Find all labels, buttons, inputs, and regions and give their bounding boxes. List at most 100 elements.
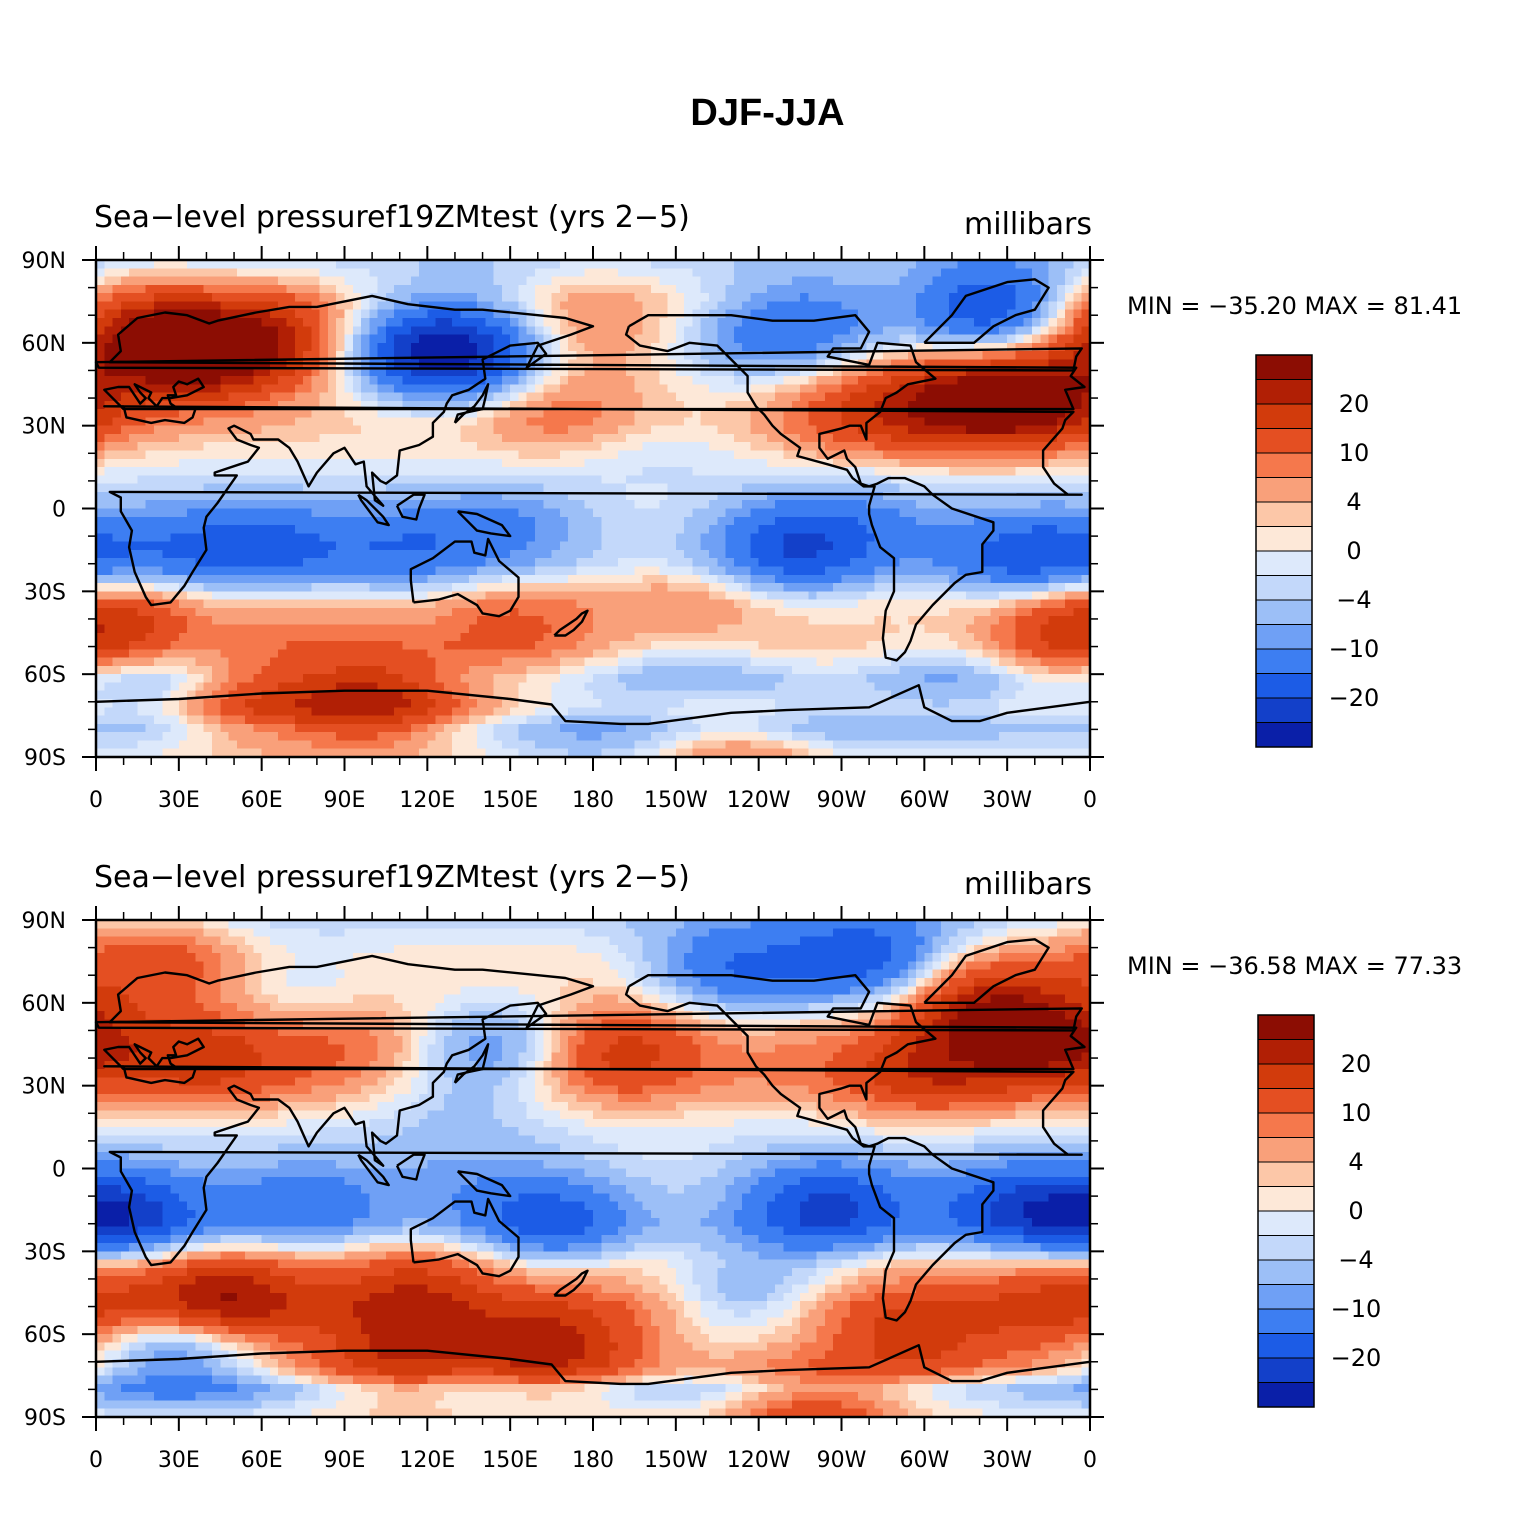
field-cell bbox=[692, 392, 702, 402]
field-cell bbox=[841, 309, 851, 319]
field-cell bbox=[899, 442, 909, 452]
field-cell bbox=[104, 260, 114, 269]
field-cell bbox=[700, 276, 710, 286]
field-cell bbox=[245, 500, 254, 510]
field-cell bbox=[609, 375, 619, 385]
field-cell bbox=[394, 409, 404, 418]
field-cell bbox=[1048, 491, 1058, 501]
field-cell bbox=[261, 467, 271, 476]
field-cell bbox=[96, 301, 105, 311]
field-cell bbox=[990, 284, 1000, 294]
field-cell bbox=[460, 541, 470, 551]
field-cell bbox=[543, 284, 553, 294]
field-cell bbox=[452, 367, 462, 377]
field-cell bbox=[377, 433, 387, 443]
field-cell bbox=[228, 566, 238, 576]
field-cell bbox=[187, 442, 196, 452]
field-cell bbox=[1073, 450, 1083, 460]
field-cell bbox=[824, 400, 834, 410]
field-cell bbox=[294, 566, 304, 576]
field-cell bbox=[568, 558, 578, 568]
field-cell bbox=[957, 574, 967, 584]
field-cell bbox=[750, 284, 760, 294]
field-cell bbox=[601, 268, 611, 278]
field-cell bbox=[286, 500, 296, 510]
field-cell bbox=[385, 525, 395, 534]
field-cell bbox=[924, 342, 934, 352]
field-cell bbox=[452, 334, 462, 344]
field-cell bbox=[783, 301, 793, 311]
field-cell bbox=[907, 400, 917, 410]
field-cell bbox=[311, 558, 321, 568]
field-cell bbox=[361, 417, 370, 427]
field-cell bbox=[112, 367, 122, 377]
field-cell bbox=[1048, 301, 1058, 311]
field-cell bbox=[617, 359, 627, 369]
field-cell bbox=[311, 516, 321, 526]
field-cell bbox=[609, 276, 619, 286]
field-cell bbox=[187, 549, 196, 559]
field-cell bbox=[1081, 433, 1091, 443]
field-cell bbox=[650, 525, 660, 534]
field-cell bbox=[684, 384, 693, 394]
field-cell bbox=[278, 483, 288, 493]
field-cell bbox=[153, 566, 163, 576]
field-cell bbox=[957, 260, 967, 269]
field-cell bbox=[435, 442, 445, 452]
field-cell bbox=[882, 525, 892, 534]
field-cell bbox=[286, 508, 296, 518]
field-cell bbox=[526, 425, 536, 435]
field-cell bbox=[485, 375, 495, 385]
field-cell bbox=[261, 301, 271, 311]
field-cell bbox=[228, 342, 238, 352]
field-cell bbox=[700, 475, 710, 485]
field-cell bbox=[1056, 326, 1066, 336]
field-cell bbox=[402, 591, 412, 601]
field-cell bbox=[535, 260, 544, 269]
field-cell bbox=[369, 566, 379, 576]
field-cell bbox=[1032, 549, 1041, 559]
field-cell bbox=[1081, 500, 1091, 510]
field-cell bbox=[907, 583, 917, 592]
field-cell bbox=[170, 475, 180, 485]
field-cell bbox=[203, 599, 213, 609]
field-cell bbox=[725, 558, 735, 568]
field-cell bbox=[245, 260, 254, 269]
field-cell bbox=[783, 525, 793, 534]
field-cell bbox=[626, 599, 636, 609]
field-cell bbox=[874, 268, 884, 278]
field-cell bbox=[394, 384, 404, 394]
field-cell bbox=[742, 351, 751, 360]
field-cell bbox=[758, 467, 768, 476]
field-cell bbox=[783, 326, 793, 336]
field-cell bbox=[443, 433, 453, 443]
field-cell bbox=[800, 400, 809, 410]
field-cell bbox=[162, 549, 172, 559]
field-cell bbox=[675, 392, 685, 402]
field-cell bbox=[866, 574, 876, 584]
field-cell bbox=[1040, 375, 1050, 385]
field-cell bbox=[1048, 541, 1058, 551]
field-cell bbox=[700, 558, 710, 568]
field-cell bbox=[882, 467, 892, 476]
field-cell bbox=[1040, 425, 1050, 435]
field-cell bbox=[187, 558, 196, 568]
field-cell bbox=[145, 375, 155, 385]
field-cell bbox=[526, 599, 536, 609]
field-cell bbox=[402, 558, 412, 568]
field-cell bbox=[435, 574, 445, 584]
field-cell bbox=[170, 516, 180, 526]
field-cell bbox=[940, 392, 950, 402]
field-cell bbox=[990, 467, 1000, 476]
field-cell bbox=[187, 533, 196, 543]
field-cell bbox=[824, 359, 834, 369]
field-cell bbox=[394, 400, 404, 410]
field-cell bbox=[783, 591, 793, 601]
field-cell bbox=[775, 392, 785, 402]
field-cell bbox=[294, 549, 304, 559]
field-cell bbox=[385, 392, 395, 402]
field-cell bbox=[858, 549, 867, 559]
field-cell bbox=[1081, 301, 1091, 311]
field-cell bbox=[924, 317, 934, 327]
field-cell bbox=[609, 574, 619, 584]
